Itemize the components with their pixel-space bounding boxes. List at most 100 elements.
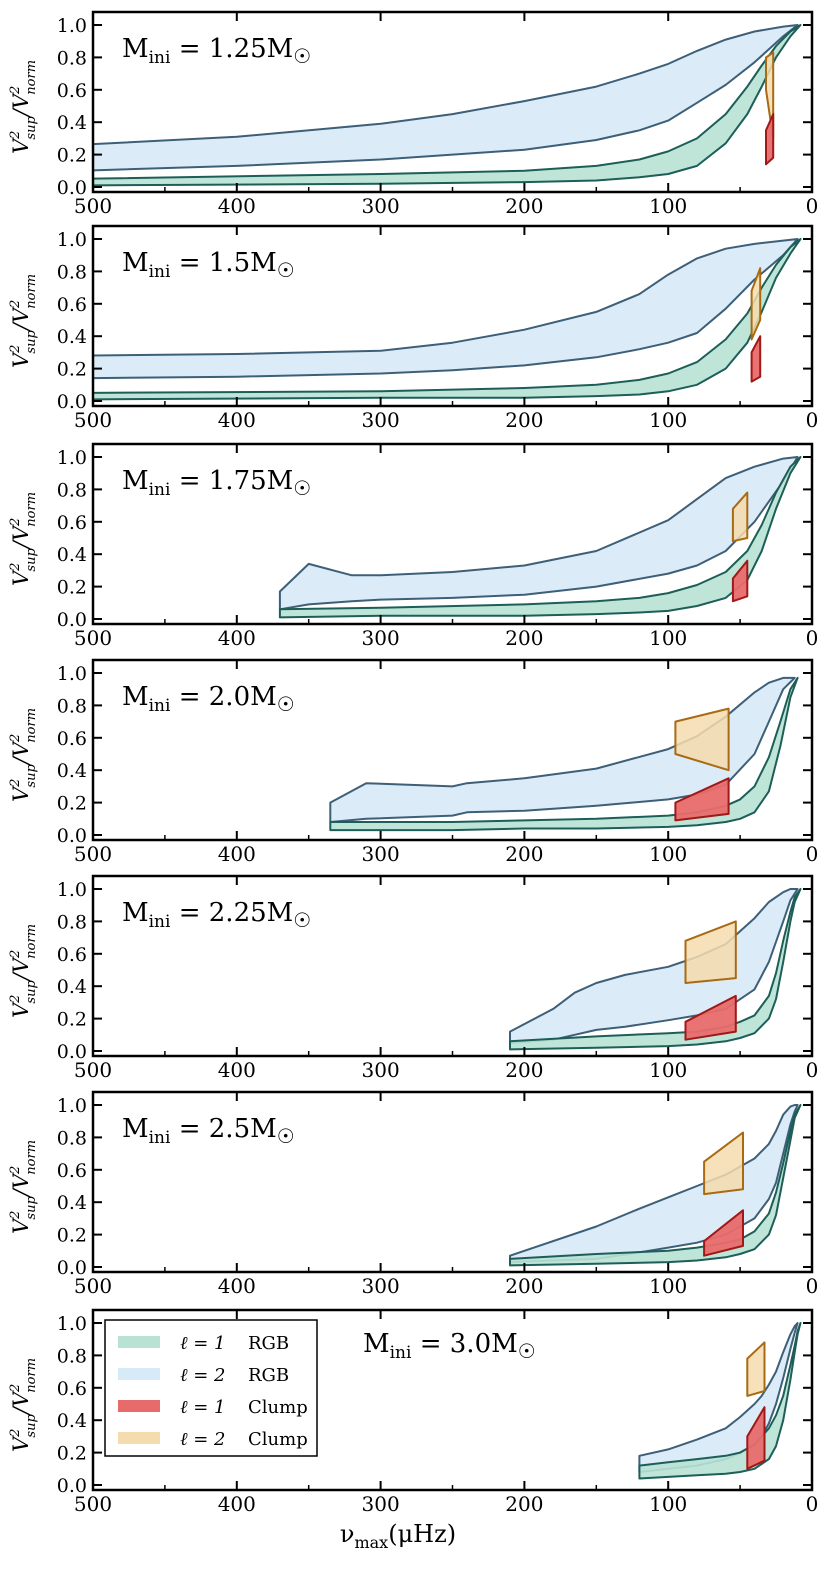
x-tick-label: 500 — [74, 842, 112, 866]
y-tick-label: 0.0 — [57, 391, 87, 413]
y-tick-label: 0.8 — [57, 47, 87, 69]
y-tick-label: 0.2 — [57, 1009, 87, 1031]
x-tick-label: 200 — [505, 1492, 543, 1516]
series-l1-rgb — [93, 238, 802, 401]
y-axis-label: V2sup/V2norm — [8, 924, 39, 1018]
y-tick-label: 0.4 — [57, 976, 87, 998]
mass-label: Mini = 1.25M☉ — [122, 34, 311, 68]
y-tick-label: 0.6 — [57, 1378, 87, 1400]
legend-ell: ℓ = 1 — [180, 1397, 225, 1418]
y-tick-label: 0.8 — [57, 261, 87, 283]
y-tick-label: 0.4 — [57, 326, 87, 348]
x-tick-label: 0 — [806, 194, 819, 218]
x-tick-label: 100 — [649, 1058, 687, 1082]
y-tick-label: 0.6 — [57, 728, 87, 750]
mass-label: Mini = 2.5M☉ — [122, 1114, 295, 1148]
x-tick-label: 500 — [74, 626, 112, 650]
plot-area — [329, 676, 799, 832]
series-l1-clump — [731, 559, 749, 603]
legend: ℓ = 1 RGB ℓ = 2 RGB ℓ = 1 Clump ℓ = 2 Clump — [104, 1319, 318, 1457]
x-tick-label: 200 — [505, 842, 543, 866]
y-tick-label: 0.0 — [57, 609, 87, 631]
x-tick-label: 100 — [649, 194, 687, 218]
legend-ell: ℓ = 2 — [180, 1429, 225, 1450]
y-tick-label: 0.0 — [57, 1257, 87, 1279]
y-axis-label: V2sup/V2norm — [8, 274, 39, 368]
legend-phase: Clump — [248, 1429, 308, 1450]
y-tick-label: 0.6 — [57, 1160, 87, 1182]
y-tick-label: 1.0 — [57, 15, 87, 37]
x-tick-label: 500 — [74, 194, 112, 218]
x-tick-label: 100 — [649, 408, 687, 432]
y-tick-label: 0.4 — [57, 1410, 87, 1432]
y-tick-label: 0.8 — [57, 479, 87, 501]
y-tick-label: 0.2 — [57, 1443, 87, 1465]
plot-area — [509, 888, 802, 1051]
panels: 0.0 0.2 0.4 0.6 0.8 1.0 500 400 300 200 100 0 V2sup/… — [8, 10, 819, 1516]
y-tick-label: 0.2 — [57, 793, 87, 815]
series-l2-clump — [750, 267, 762, 341]
series-l2-rgb — [329, 676, 796, 823]
plot-area — [638, 1322, 802, 1480]
y-axis-label: V2sup/V2norm — [8, 60, 39, 154]
panel-5: 0.0 0.2 0.4 0.6 0.8 1.0 500 400 300 200 100 0 V2sup/… — [8, 874, 819, 1082]
legend-phase: RGB — [248, 1333, 289, 1354]
x-tick-label: 500 — [74, 1492, 112, 1516]
y-tick-label: 0.6 — [57, 80, 87, 102]
legend-phase: RGB — [248, 1365, 289, 1386]
y-tick-label: 0.2 — [57, 145, 87, 167]
legend-swatch-l2-rgb — [118, 1368, 160, 1380]
x-tick-label: 100 — [649, 1274, 687, 1298]
x-tick-label: 400 — [218, 1492, 256, 1516]
x-tick-label: 400 — [218, 194, 256, 218]
mass-label: Mini = 2.25M☉ — [122, 898, 311, 932]
x-tick-label: 300 — [362, 1274, 400, 1298]
x-tick-label: 400 — [218, 1274, 256, 1298]
y-tick-label: 1.0 — [57, 663, 87, 685]
y-axis-label: V2sup/V2norm — [8, 1140, 39, 1234]
y-tick-label: 1.0 — [57, 229, 87, 251]
panel-1: 0.0 0.2 0.4 0.6 0.8 1.0 500 400 300 200 100 0 V2sup/… — [8, 10, 819, 218]
x-tick-label: 0 — [806, 626, 819, 650]
plot-area — [278, 456, 802, 619]
legend-swatch-l2-clump — [118, 1432, 160, 1444]
y-tick-label: 0.0 — [57, 825, 87, 847]
mass-label: Mini = 2.0M☉ — [122, 682, 295, 716]
y-tick-label: 0.4 — [57, 760, 87, 782]
x-tick-label: 0 — [806, 1058, 819, 1082]
series-l1-clump — [750, 335, 762, 383]
x-tick-label: 200 — [505, 1274, 543, 1298]
y-tick-label: 0.0 — [57, 177, 87, 199]
series-l1-rgb — [278, 456, 802, 619]
series-l2-clump — [674, 707, 730, 772]
x-tick-label: 200 — [505, 408, 543, 432]
mass-label: Mini = 1.75M☉ — [122, 466, 311, 500]
y-tick-label: 0.8 — [57, 1127, 87, 1149]
x-tick-label: 100 — [649, 842, 687, 866]
plot-area — [93, 24, 802, 187]
x-tick-label: 300 — [362, 408, 400, 432]
panel-7: 0.0 0.2 0.4 0.6 0.8 1.0 500 400 300 200 100 0 V2sup/… — [8, 1308, 818, 1516]
y-tick-label: 0.4 — [57, 1192, 87, 1214]
y-tick-label: 0.8 — [57, 911, 87, 933]
series-l1-clump — [703, 1209, 744, 1257]
y-tick-label: 1.0 — [57, 879, 87, 901]
y-tick-label: 0.2 — [57, 577, 87, 599]
y-tick-label: 0.0 — [57, 1041, 87, 1063]
series-l2-clump — [731, 491, 749, 543]
series-l1-clump — [765, 113, 775, 166]
mass-label: Mini = 1.5M☉ — [122, 248, 295, 282]
x-tick-label: 400 — [218, 842, 256, 866]
x-tick-label: 500 — [74, 408, 112, 432]
x-tick-label: 100 — [649, 1492, 687, 1516]
panel-6: 0.0 0.2 0.4 0.6 0.8 1.0 500 400 300 200 100 0 V2sup/… — [8, 1090, 818, 1298]
series-l2-clump — [703, 1131, 744, 1196]
series-l1-clump — [746, 1406, 766, 1470]
x-axis-label: νmax(μHz) — [340, 1520, 456, 1552]
plot-area — [93, 238, 802, 401]
series-l2-clump — [746, 1341, 766, 1397]
panel-3: 0.0 0.2 0.4 0.6 0.8 1.0 500 400 300 200 100 0 V2sup/… — [8, 442, 819, 650]
y-tick-label: 1.0 — [57, 1313, 87, 1335]
y-tick-label: 0.6 — [57, 944, 87, 966]
y-tick-label: 1.0 — [57, 447, 87, 469]
